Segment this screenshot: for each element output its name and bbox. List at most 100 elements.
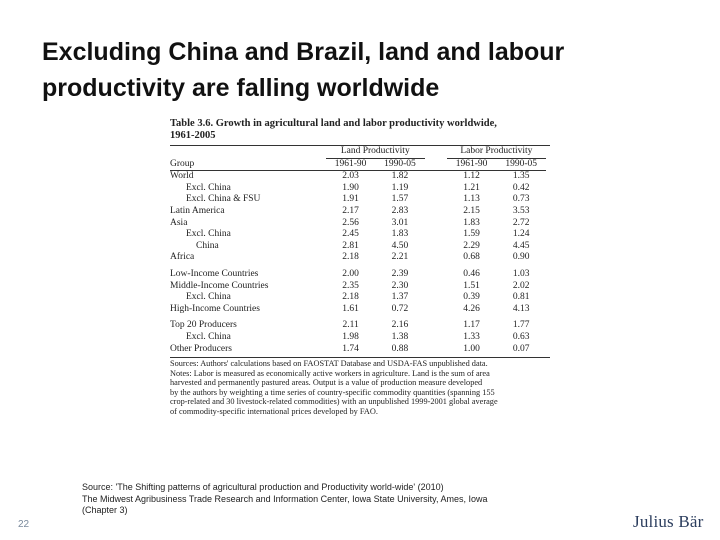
- table-row: Africa 2.18 2.21 0.68 0.90: [170, 252, 546, 264]
- table-row: Latin America 2.17 2.83 2.15 3.53: [170, 206, 546, 218]
- row-value: 1.03: [512, 268, 530, 279]
- row-value: 1.91: [342, 194, 359, 205]
- table-row: Top 20 Producers 2.11 2.16 1.17 1.77: [170, 320, 546, 332]
- row-value: 2.83: [391, 205, 409, 216]
- slide-title-line-1: Excluding China and Brazil, land and lab…: [42, 38, 565, 66]
- row-group: Asia: [170, 217, 188, 228]
- row-value: 2.03: [342, 171, 359, 182]
- row-value: 2.11: [342, 320, 359, 331]
- row-value: 1.33: [463, 331, 480, 342]
- row-group: Africa: [170, 252, 195, 263]
- row-value: 2.45: [342, 229, 359, 240]
- table-row: Low-Income Countries 2.00 2.39 0.46 1.03: [170, 269, 546, 281]
- table-top-rule: [170, 145, 550, 146]
- table-caption-line-1: Table 3.6. Growth in agricultural land a…: [170, 118, 497, 129]
- row-value: 2.21: [391, 252, 409, 263]
- column-header: 1961-90: [325, 158, 376, 172]
- row-value: 2.15: [463, 205, 480, 216]
- row-value: 0.39: [463, 292, 480, 303]
- table-row: High-Income Countries 1.61 0.72 4.26 4.1…: [170, 304, 546, 316]
- row-group: World: [170, 171, 194, 182]
- row-value: 1.21: [463, 182, 480, 193]
- row-group: China: [196, 240, 219, 251]
- row-value: 1.83: [463, 217, 480, 228]
- table-notes-line: harvested and permanently pastured areas…: [170, 378, 483, 388]
- row-value: 3.53: [512, 205, 530, 216]
- table-notes-line: by the authors by weighting a time serie…: [170, 387, 495, 397]
- column-header: 1990-05: [375, 158, 425, 172]
- row-value: 1.38: [391, 331, 409, 342]
- table-caption-line-2: 1961-2005: [170, 130, 216, 141]
- table-row: Excl. China 2.18 1.37 0.39 0.81: [170, 292, 546, 304]
- table-row: Excl. China 2.45 1.83 1.59 1.24: [170, 229, 546, 241]
- table-notes-line: Sources: Authors' calculations based on …: [170, 359, 488, 369]
- row-value: 1.83: [391, 229, 409, 240]
- table-row: Excl. China & FSU 1.91 1.57 1.13 0.73: [170, 194, 546, 206]
- table-row: China 2.81 4.50 2.29 4.45: [170, 241, 546, 253]
- slide-title-line-2: productivity are falling worldwide: [42, 74, 440, 102]
- table-notes: Sources: Authors' calculations based on …: [170, 357, 550, 417]
- row-group: Excl. China & FSU: [186, 194, 261, 205]
- table-row: Asia 2.56 3.01 1.83 2.72: [170, 218, 546, 230]
- row-value: 2.18: [342, 292, 359, 303]
- row-value: 1.35: [512, 171, 530, 182]
- row-group: Top 20 Producers: [170, 320, 237, 331]
- table-notes-line: of commodity-specific international pric…: [170, 407, 378, 417]
- row-value: 2.30: [391, 280, 409, 291]
- row-value: 2.16: [391, 320, 409, 331]
- table-row: World 2.03 1.82 1.12 1.35: [170, 171, 546, 183]
- row-value: 3.01: [391, 217, 409, 228]
- row-value: 0.81: [512, 292, 530, 303]
- row-group: Excl. China: [186, 229, 231, 240]
- table-notes-line: crop-related and 30 livestock-related co…: [170, 397, 498, 407]
- row-group: Excl. China: [186, 292, 231, 303]
- row-value: 4.50: [391, 240, 409, 251]
- row-value: 1.98: [342, 331, 359, 342]
- table-row: Excl. China 1.98 1.38 1.33 0.63: [170, 332, 546, 344]
- row-group: Low-Income Countries: [170, 268, 259, 279]
- row-value: 1.61: [342, 303, 359, 314]
- row-value: 0.63: [512, 331, 530, 342]
- table-column-header-row: Group 1961-90 1990-05 1961-90 1990-05: [170, 158, 546, 172]
- row-value: 2.39: [391, 268, 409, 279]
- labor-productivity-header: Labor Productivity: [446, 146, 546, 159]
- row-value: 1.90: [342, 182, 359, 193]
- row-value: 2.72: [512, 217, 530, 228]
- table-caption: Table 3.6. Growth in agricultural land a…: [170, 118, 550, 142]
- row-value: 4.13: [512, 303, 530, 314]
- source-line: (Chapter 3): [82, 505, 128, 515]
- land-productivity-header: Land Productivity: [325, 146, 425, 159]
- column-header: 1990-05: [496, 158, 546, 172]
- row-group: Other Producers: [170, 343, 232, 354]
- source-line: The Midwest Agribusiness Trade Research …: [82, 493, 488, 504]
- productivity-table: Land Productivity Labor Productivity Gro…: [170, 146, 546, 355]
- julius-baer-logo: Julius Bär: [633, 512, 704, 531]
- row-value: 1.77: [512, 320, 530, 331]
- row-group: High-Income Countries: [170, 303, 260, 314]
- row-value: 2.81: [342, 240, 359, 251]
- row-value: 2.35: [342, 280, 359, 291]
- source-line: Source: 'The Shifting patterns of agricu…: [82, 482, 444, 492]
- row-value: 1.12: [463, 171, 480, 182]
- row-value: 4.45: [512, 240, 530, 251]
- row-value: 1.59: [463, 229, 480, 240]
- row-value: 1.74: [342, 343, 359, 354]
- row-group: Excl. China: [186, 182, 231, 193]
- row-value: 0.88: [391, 343, 409, 354]
- row-value: 1.51: [463, 280, 480, 291]
- row-value: 0.46: [463, 268, 480, 279]
- row-value: 1.24: [512, 229, 530, 240]
- table-row: Middle-Income Countries 2.35 2.30 1.51 2…: [170, 281, 546, 293]
- table-group-header-row: Land Productivity Labor Productivity: [170, 146, 546, 159]
- group-column-header: Group: [170, 158, 326, 172]
- row-value: 2.56: [342, 217, 359, 228]
- row-group: Excl. China: [186, 331, 231, 342]
- row-value: 1.13: [463, 194, 480, 205]
- table-row: Excl. China 1.90 1.19 1.21 0.42: [170, 183, 546, 195]
- page-number: 22: [18, 519, 30, 530]
- row-value: 0.68: [463, 252, 480, 263]
- source-citation: Source: 'The Shifting patterns of agricu…: [82, 482, 562, 517]
- row-value: 1.37: [391, 292, 409, 303]
- row-value: 1.17: [463, 320, 480, 331]
- row-value: 2.17: [342, 205, 359, 216]
